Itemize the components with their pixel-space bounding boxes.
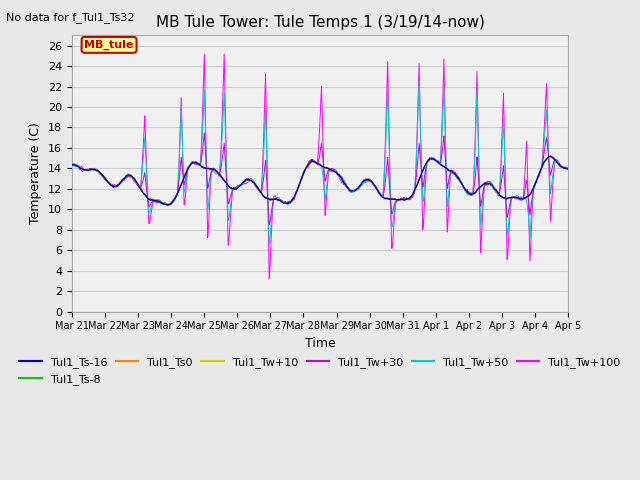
Legend: Tul1_Ts-16, Tul1_Ts-8, Tul1_Ts0, Tul1_Tw+10, Tul1_Tw+30, Tul1_Tw+50, Tul1_Tw+100: Tul1_Ts-16, Tul1_Ts-8, Tul1_Ts0, Tul1_Tw… <box>15 353 625 389</box>
Y-axis label: Temperature (C): Temperature (C) <box>29 122 42 225</box>
Text: No data for f_Tul1_Ts32: No data for f_Tul1_Ts32 <box>6 12 135 23</box>
Title: MB Tule Tower: Tule Temps 1 (3/19/14-now): MB Tule Tower: Tule Temps 1 (3/19/14-now… <box>156 15 484 30</box>
Text: MB_tule: MB_tule <box>84 40 134 50</box>
X-axis label: Time: Time <box>305 337 335 350</box>
